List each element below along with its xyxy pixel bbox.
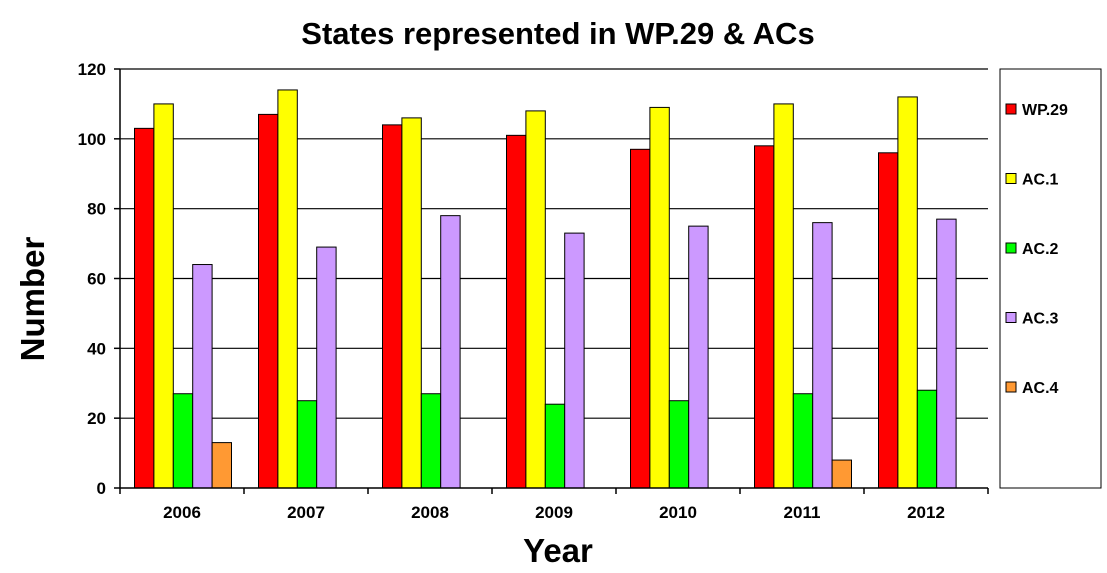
bar-ac3-2006 bbox=[192, 264, 213, 489]
bar-ac2-2010 bbox=[668, 400, 690, 489]
legend-label: AC.1 bbox=[1022, 172, 1059, 189]
bar-ac1-2012 bbox=[897, 96, 918, 489]
x-tick-label: 2009 bbox=[535, 503, 573, 522]
bar-ac3-2007 bbox=[316, 246, 337, 489]
y-tick-label: 100 bbox=[78, 130, 106, 149]
legend-label: AC.4 bbox=[1022, 380, 1059, 397]
axes bbox=[114, 68, 989, 494]
bar-ac1-2006 bbox=[153, 103, 174, 489]
bar-ac2-2008 bbox=[420, 393, 442, 489]
y-tick-label: 0 bbox=[97, 479, 106, 498]
bar-ac3-2009 bbox=[564, 232, 585, 489]
bar-ac2-2007 bbox=[296, 400, 318, 489]
bar-ac4-2011 bbox=[831, 459, 852, 489]
legend-swatch-wp29 bbox=[1005, 103, 1017, 115]
x-tick-label: 2006 bbox=[163, 503, 201, 522]
bar-ac3-2010 bbox=[688, 225, 709, 489]
legend-swatch-ac1 bbox=[1005, 173, 1017, 184]
y-tick-label: 120 bbox=[78, 60, 106, 79]
legend-label: AC.2 bbox=[1022, 241, 1059, 258]
x-tick-label: 2011 bbox=[784, 503, 821, 522]
legend: WP.29 AC.1 AC.2 AC.3 AC.4 bbox=[999, 68, 1102, 489]
bars bbox=[134, 89, 957, 489]
bar-ac1-2011 bbox=[773, 103, 794, 489]
bar-ac3-2012 bbox=[936, 218, 957, 489]
x-tick-label: 2012 bbox=[907, 503, 945, 522]
bar-wp29-2007 bbox=[258, 113, 279, 489]
y-tick-label: 60 bbox=[87, 270, 106, 289]
tick-labels: 0 20 40 60 80 100 120 2006 2007 2008 2009 2010 2011 2… bbox=[78, 60, 945, 522]
legend-box bbox=[999, 68, 1102, 489]
bar-ac2-2006 bbox=[172, 393, 194, 489]
bar-ac1-2008 bbox=[401, 117, 422, 489]
chart-title: States represented in WP.29 & ACs bbox=[301, 16, 814, 51]
x-tick-label: 2008 bbox=[411, 503, 449, 522]
bar-wp29-2006 bbox=[134, 127, 155, 489]
bar-ac2-2012 bbox=[916, 389, 938, 489]
y-axis-label: Number bbox=[14, 237, 51, 362]
bar-wp29-2008 bbox=[382, 124, 403, 489]
legend-label: WP.29 bbox=[1022, 102, 1068, 119]
legend-swatch-ac2 bbox=[1005, 242, 1017, 254]
bar-ac3-2008 bbox=[440, 215, 461, 489]
x-tick-label: 2010 bbox=[659, 503, 697, 522]
gridlines bbox=[120, 68, 988, 419]
x-tick-label: 2007 bbox=[287, 503, 325, 522]
y-tick-label: 80 bbox=[87, 200, 106, 219]
y-tick-label: 20 bbox=[87, 409, 106, 428]
bar-ac2-2011 bbox=[792, 393, 814, 489]
bar-ac2-2009 bbox=[544, 403, 566, 489]
x-axis-label: Year bbox=[523, 532, 593, 568]
y-tick-label: 40 bbox=[87, 339, 106, 358]
bar-ac3-2011 bbox=[812, 222, 833, 489]
legend-swatch-ac4 bbox=[1005, 381, 1017, 393]
bar-ac1-2007 bbox=[277, 89, 298, 489]
bar-ac4-2006 bbox=[211, 442, 233, 489]
bar-wp29-2012 bbox=[878, 152, 899, 489]
bar-wp29-2010 bbox=[630, 148, 651, 489]
legend-swatch-ac3 bbox=[1005, 312, 1017, 323]
legend-label: AC.3 bbox=[1022, 311, 1059, 328]
bar-ac1-2009 bbox=[525, 110, 546, 489]
bar-wp29-2009 bbox=[506, 134, 527, 489]
bar-ac1-2010 bbox=[649, 106, 670, 489]
bar-wp29-2011 bbox=[754, 145, 775, 489]
